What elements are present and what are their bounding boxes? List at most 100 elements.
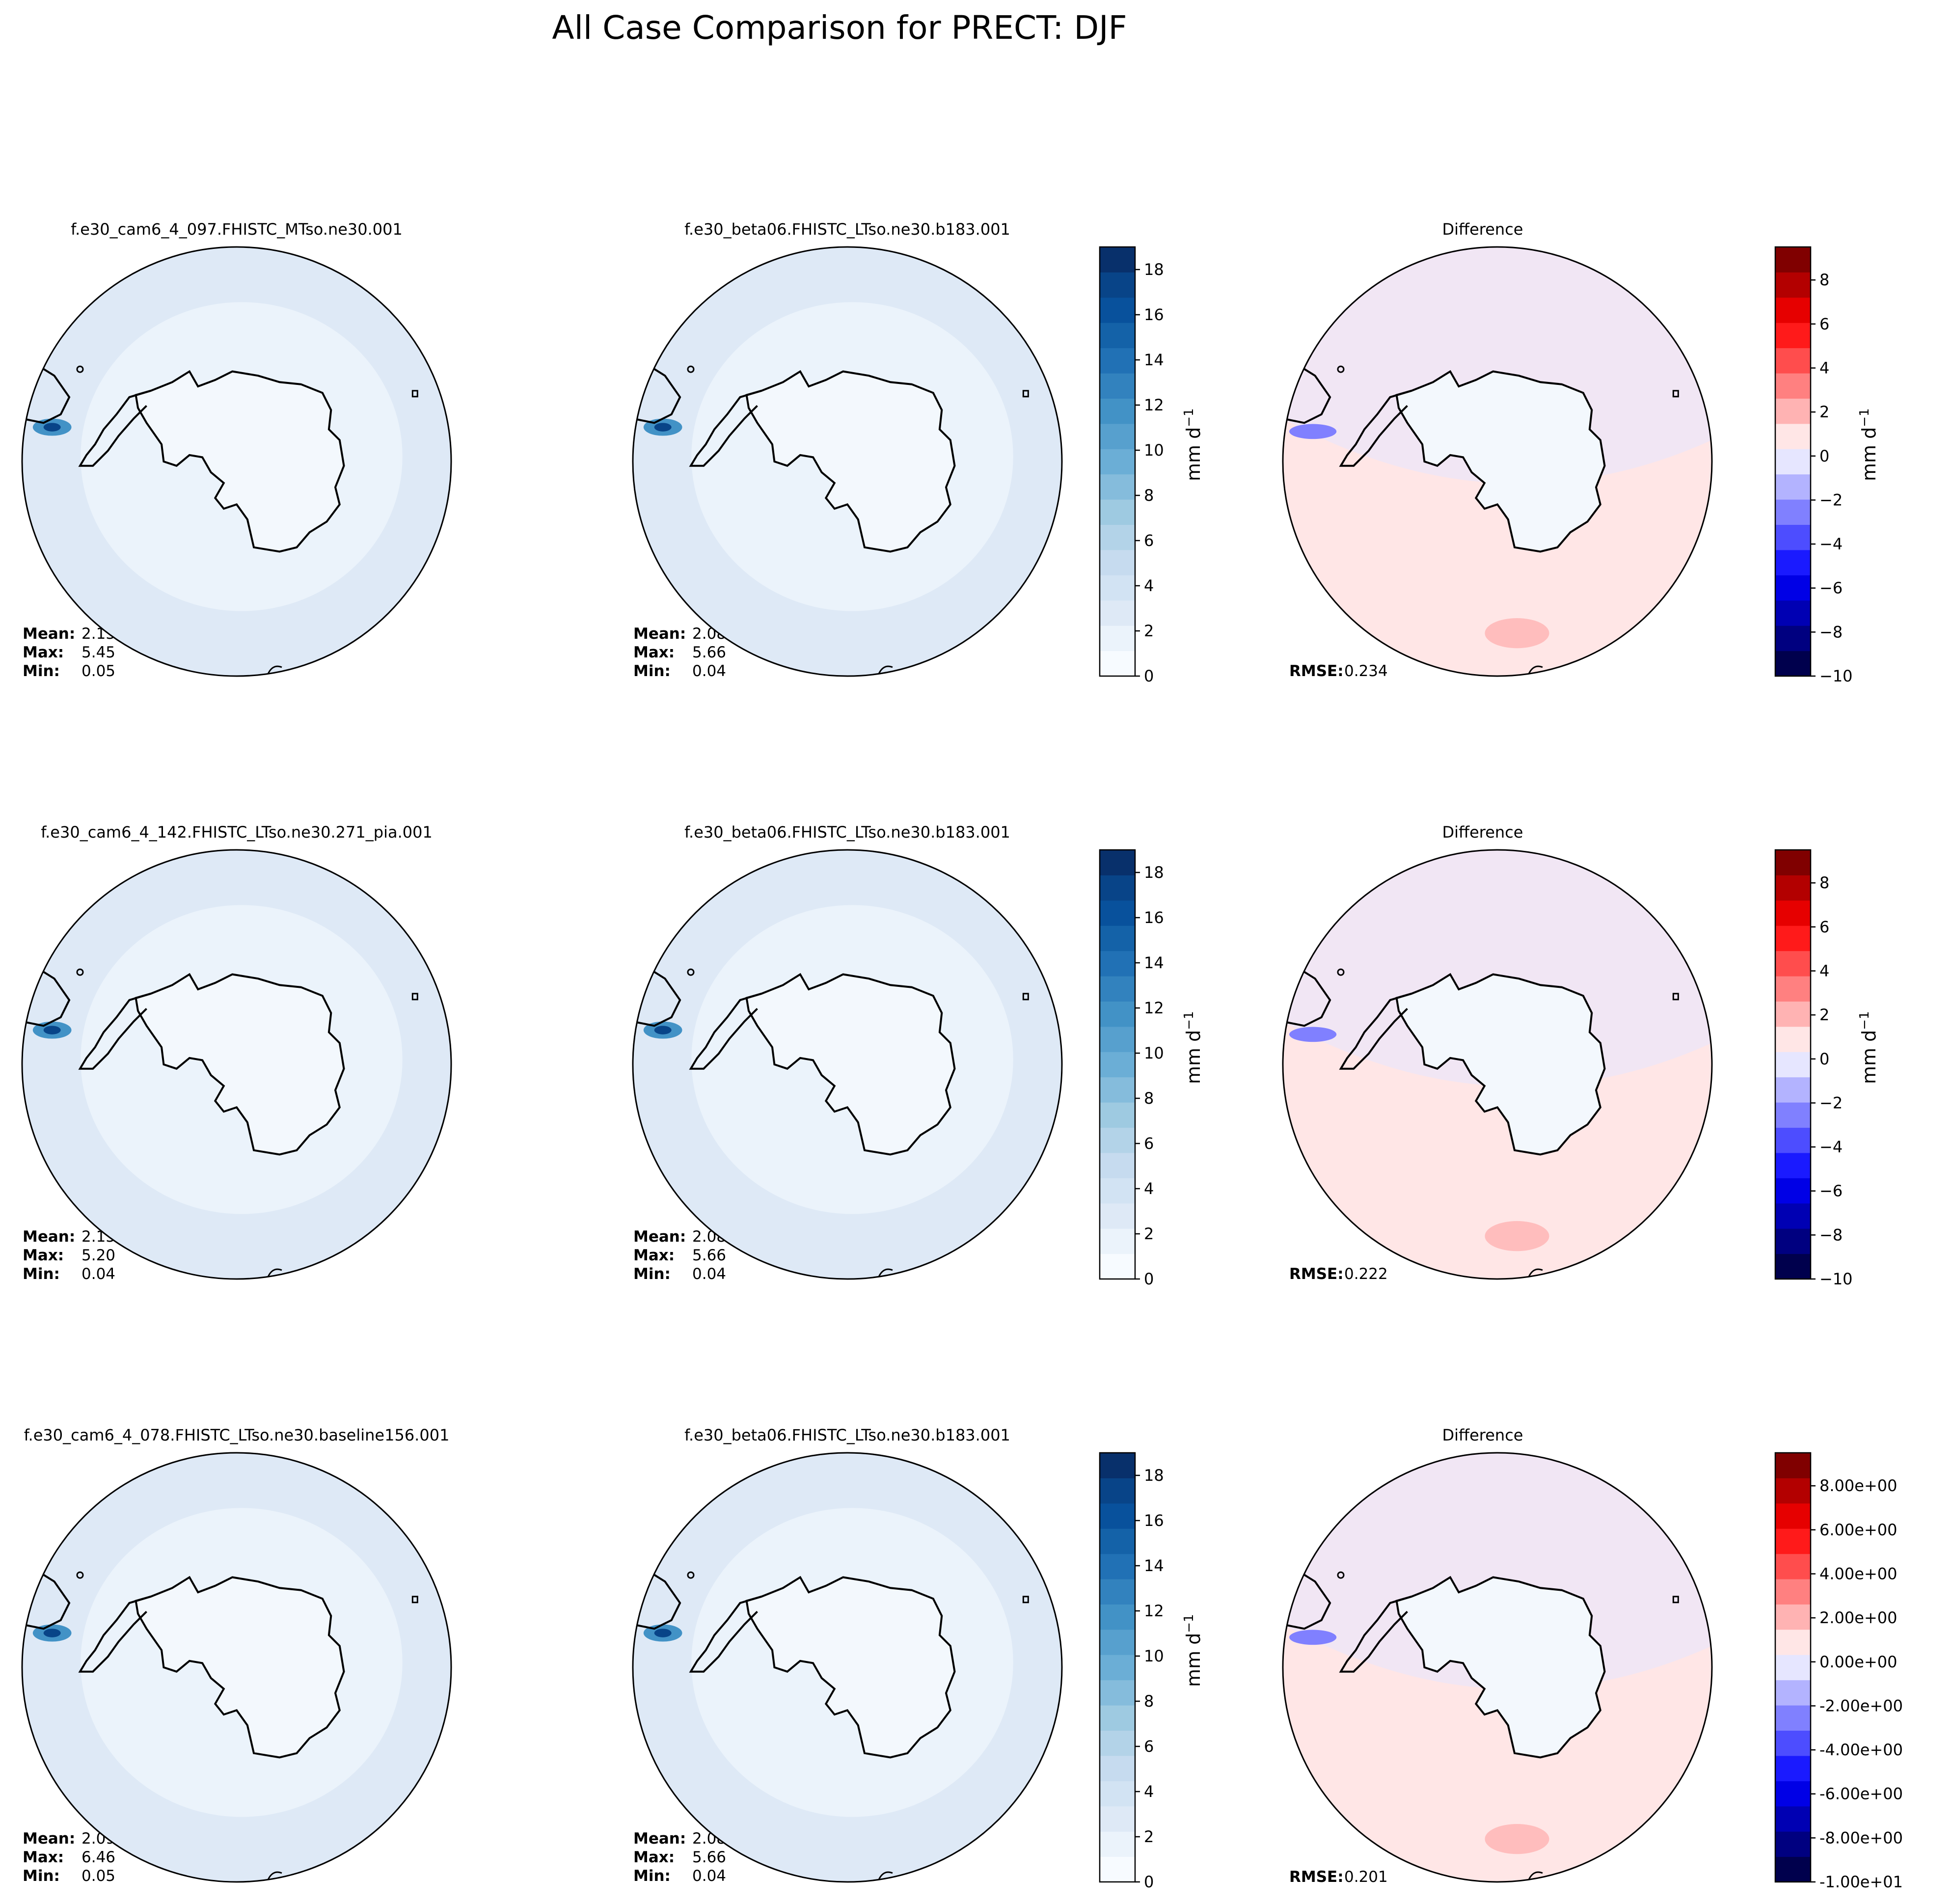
colorbar-tick-label: 4 (1819, 962, 1829, 980)
min-label: Min: (23, 1265, 60, 1283)
colorbar-tick-label: 18 (1144, 1466, 1164, 1485)
antarctic-peninsula-coastline (78, 1595, 151, 1673)
difference-colorbar: −10 −8 −6 −4 −2 0 2 4 6 8 mm d−1 (1774, 246, 1880, 685)
figure-title: All Case Comparison for PRECT: DJF (552, 9, 1127, 47)
colorbar-level (1100, 1831, 1135, 1857)
min-value: 0.04 (692, 1265, 727, 1283)
colorbar-level (1100, 323, 1135, 349)
colorbar-level (1100, 626, 1135, 652)
antarctic-peninsula-coastline (1339, 389, 1412, 467)
colorbar-level (1100, 272, 1135, 298)
colorbar-level (1100, 1755, 1135, 1781)
colorbar-level (1100, 549, 1135, 575)
colorbar-level (1775, 1856, 1811, 1882)
colorbar-level (1100, 1806, 1135, 1832)
colorbar-tick-label: 8.00e+00 (1819, 1476, 1897, 1495)
min-value: 0.05 (81, 662, 116, 680)
colorbar-level (1775, 423, 1811, 449)
mean-label: Mean: (23, 625, 76, 643)
mean-label: Mean: (633, 625, 686, 643)
min-label: Min: (633, 1867, 671, 1885)
colorbar-level (1100, 449, 1135, 475)
colorbar-tick-label: -1.00e+01 (1819, 1873, 1903, 1891)
colorbar-tick-label: 2 (1819, 1006, 1829, 1024)
colorbar-level (1775, 1203, 1811, 1229)
colorbar-level (1775, 1604, 1811, 1630)
colorbar-level (1775, 323, 1811, 349)
colorbar-level (1775, 1001, 1811, 1027)
colorbar-level (1775, 900, 1811, 926)
colorbar-tick-label: 10 (1144, 1044, 1164, 1062)
colorbar-level (1775, 1705, 1811, 1731)
colorbar-label-exponent: −1 (1857, 408, 1872, 427)
colorbar-tick-label: 6 (1819, 918, 1829, 936)
island-coastline (1672, 390, 1679, 398)
colorbar-level (1100, 875, 1135, 901)
colorbar-level (1100, 1730, 1135, 1756)
colorbar-level (1100, 1856, 1135, 1882)
colorbar-tick-label: 12 (1144, 999, 1164, 1017)
map-boundary (1282, 246, 1713, 677)
colorbar-level (1775, 1528, 1811, 1554)
min-label: Min: (23, 1867, 60, 1885)
colorbar-tick-label: 10 (1144, 441, 1164, 460)
colorbar-label-exponent: −1 (1857, 1011, 1872, 1030)
colorbar-frame (1099, 246, 1136, 677)
colorbar-frame (1774, 246, 1812, 677)
colorbar-level (1775, 1503, 1811, 1529)
island-coastline (1337, 1571, 1345, 1579)
colorbar-level (1775, 499, 1811, 525)
island-coastline (76, 365, 84, 373)
colorbar-tick-label: 0 (1144, 1873, 1154, 1891)
colorbar-tick-label: 8 (1819, 873, 1829, 892)
colorbar-level (1100, 1503, 1135, 1529)
map-field (633, 1453, 1062, 1882)
colorbar-level (1100, 1102, 1135, 1128)
map-field (22, 247, 451, 676)
colorbar-level (1775, 474, 1811, 500)
colorbar-tick-label: 8 (1819, 271, 1829, 289)
island-coastline (1022, 993, 1029, 1001)
island-coastline (1022, 1596, 1029, 1604)
colorbar-level (1100, 900, 1135, 926)
antarctica-coastline (135, 973, 345, 1156)
colorbar-level (1775, 1680, 1811, 1706)
colorbar-level (1100, 373, 1135, 399)
antarctic-peninsula-coastline (78, 992, 151, 1070)
colorbar-tick-label: 14 (1144, 1556, 1164, 1575)
colorbar-tick-label: -4.00e+00 (1819, 1741, 1903, 1759)
island-coastline (1337, 968, 1345, 976)
colorbar-level (1775, 524, 1811, 550)
antarctica-coastline (135, 370, 345, 553)
colorbar-level (1775, 1478, 1811, 1504)
colorbar-level (1775, 1077, 1811, 1103)
colorbar-level (1775, 1831, 1811, 1857)
colorbar-level (1775, 373, 1811, 399)
colorbar-level (1775, 247, 1811, 272)
mean-label: Mean: (23, 1228, 76, 1246)
diff-panel-title-1: Difference (1442, 220, 1523, 239)
min-value: 0.04 (81, 1265, 116, 1283)
max-label: Max: (23, 1247, 64, 1264)
max-label: Max: (633, 1849, 675, 1866)
antarctica-coastline (1395, 1576, 1606, 1759)
antarctica-coastline (745, 973, 956, 1156)
colorbar-tick-label: 18 (1144, 260, 1164, 279)
colorbar-label: mm d−1 (1182, 1011, 1204, 1084)
colorbar-tick-label: 12 (1144, 396, 1164, 414)
max-label: Max: (23, 644, 64, 661)
difference-colorbar: -1.00e+01 -8.00e+00 -6.00e+00 -4.00e+00 -2.0… (1774, 1452, 1903, 1891)
min-value: 0.04 (692, 662, 727, 680)
colorbar-tick-label: −6 (1819, 1182, 1843, 1200)
colorbar-level (1100, 499, 1135, 525)
colorbar-label: mm d−1 (1182, 1614, 1204, 1687)
colorbar-level (1775, 272, 1811, 298)
antarctica-coastline (1395, 973, 1606, 1156)
precip-max-core (43, 1026, 61, 1034)
colorbar-tick-label: 6 (1144, 1737, 1154, 1756)
colorbar-level (1775, 398, 1811, 424)
colorbar-tick-label: -2.00e+00 (1819, 1696, 1903, 1715)
max-label: Max: (23, 1849, 64, 1866)
